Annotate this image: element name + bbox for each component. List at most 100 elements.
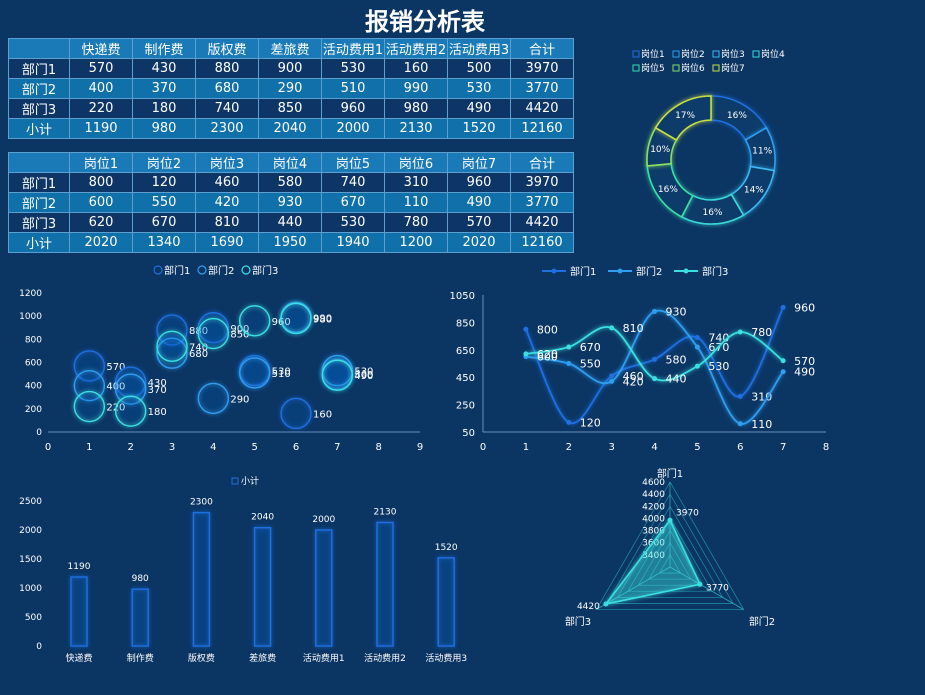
line-point: [694, 334, 700, 340]
table2-cell: 4420: [510, 212, 574, 233]
table1-cell: 4420: [510, 98, 574, 119]
point-label: 570: [794, 355, 815, 368]
table2-cell: 600: [69, 192, 133, 213]
bar: [315, 529, 333, 647]
bubble-label: 740: [189, 342, 208, 353]
legend-label: 岗位3: [721, 48, 745, 60]
bubble-point: [156, 330, 188, 362]
y-tick-label: 250: [456, 401, 475, 412]
table2-cell: 1340: [132, 232, 196, 253]
x-tick-label: 4: [651, 442, 657, 453]
bubble-point: [114, 395, 147, 427]
x-tick-label: 1: [523, 442, 529, 453]
x-tick-label: 6: [293, 442, 299, 453]
x-tick-label: 0: [480, 442, 486, 453]
y-tick-label: 850: [456, 318, 475, 329]
y-tick-label: 1050: [450, 291, 475, 302]
legend-marker: [241, 265, 251, 275]
legend-swatch: [712, 64, 720, 72]
legend-swatch: [231, 477, 239, 485]
bubble-point: [73, 390, 106, 423]
bubble-label: 680: [189, 349, 208, 360]
y-tick-label: 2000: [19, 526, 42, 536]
table2-cell: 部门1: [8, 172, 70, 193]
legend-swatch: [672, 50, 680, 58]
table1-cell: 850: [258, 98, 322, 119]
line-point: [780, 304, 786, 310]
legend-label: 部门1: [570, 265, 596, 278]
x-tick-label: 5: [251, 442, 257, 453]
radar-value-label: 4420: [577, 602, 600, 612]
table-row: 部门2 400 370 680 290 510 990 530 3770: [8, 78, 574, 99]
table1-cell: 500: [447, 58, 511, 79]
table1-header-cell: 活动费用3: [447, 38, 511, 59]
point-label: 110: [751, 418, 772, 431]
table2-cell: 120: [132, 172, 196, 193]
legend-label: 部门1: [164, 264, 190, 277]
y-tick-label: 1200: [19, 289, 42, 299]
legend-label: 部门2: [636, 265, 662, 278]
table-row: 部门1 570 430 880 900 530 160 500 3970: [8, 58, 574, 79]
y-tick-label: 0: [36, 428, 42, 438]
table1-cell: 部门3: [8, 98, 70, 119]
line-point: [609, 325, 615, 331]
bubble-label: 500: [354, 370, 373, 381]
table2-cell: 2020: [447, 232, 511, 253]
bubble-label: 490: [354, 371, 373, 382]
y-tick-label: 800: [25, 335, 42, 345]
table1-cell: 740: [195, 98, 259, 119]
table1-cell: 530: [321, 58, 385, 79]
legend-label: 岗位1: [641, 48, 665, 60]
line-point: [566, 361, 572, 366]
bubble-label: 290: [230, 394, 249, 405]
radar-point: [667, 517, 673, 523]
point-label: 780: [751, 326, 772, 339]
bubble-label: 160: [313, 409, 332, 420]
radar-point: [697, 581, 703, 587]
slice-label: 16%: [702, 208, 722, 218]
legend-marker: [153, 265, 163, 275]
table-row: 部门3 220 180 740 850 960 980 490 4420: [8, 98, 574, 119]
bubble-label: 530: [272, 367, 291, 378]
table1-cell: 980: [384, 98, 448, 119]
x-tick-label: 8: [375, 442, 381, 453]
x-tick-label: 8: [823, 442, 829, 453]
y-tick-label: 0: [36, 642, 42, 652]
point-label: 460: [623, 370, 644, 383]
x-category-label: 快递费: [65, 652, 92, 664]
series-line: [525, 306, 784, 425]
radar-tick-label: 3800: [642, 527, 665, 537]
bubble-label: 430: [148, 378, 167, 389]
legend-label: 岗位5: [641, 62, 665, 74]
table2-cell: 930: [258, 192, 322, 213]
table2-cell: 1200: [384, 232, 448, 253]
table2-cell: 800: [69, 172, 133, 193]
table1-cell: 1520: [447, 118, 511, 139]
table1-cell: 370: [132, 78, 196, 99]
point-label: 580: [666, 353, 687, 366]
legend-marker: [197, 265, 207, 275]
radar-value-label: 3770: [706, 583, 729, 593]
line-point: [780, 369, 786, 375]
table2-cell: 420: [195, 192, 259, 213]
bar: [70, 576, 88, 647]
bubble-point: [197, 382, 230, 415]
table2-cell: 460: [195, 172, 259, 193]
legend-label: 部门3: [702, 265, 728, 278]
bar-value-label: 1520: [435, 543, 458, 553]
table-row: 小计 1190 980 2300 2040 2000 2130 1520 12160: [8, 118, 574, 139]
bubble-point: [197, 317, 230, 350]
line-point: [523, 351, 529, 357]
y-tick-label: 600: [25, 359, 42, 369]
radar-axis-label: 部门2: [749, 615, 775, 628]
bar-value-label: 2300: [190, 498, 213, 508]
page-title: 报销分析表: [365, 8, 485, 36]
table1-cell: 530: [447, 78, 511, 99]
line-point: [652, 376, 657, 382]
bar: [437, 557, 455, 647]
table1-cell: 980: [132, 118, 196, 139]
table2-cell: 490: [447, 192, 511, 213]
bubble-label: 900: [230, 324, 249, 335]
legend-swatch: [752, 50, 760, 58]
